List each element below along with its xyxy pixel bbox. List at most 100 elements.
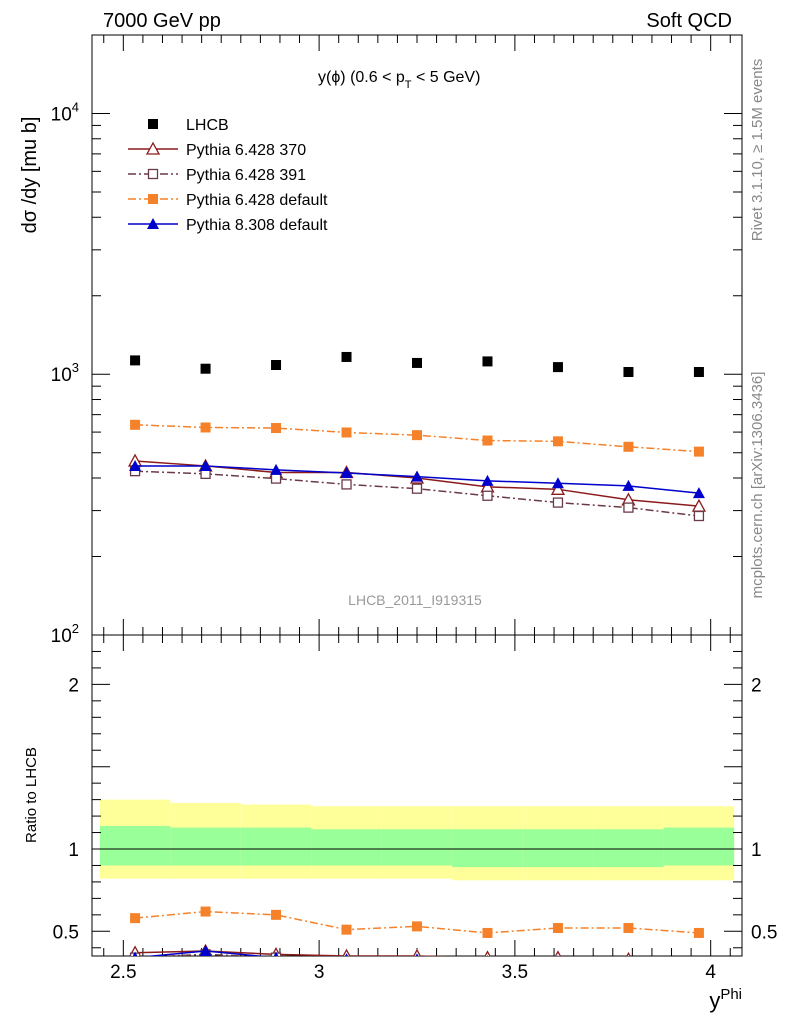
main-data-point-pythia-6-428-default [482,435,493,446]
main-data-point-pythia-6-428-default [693,446,704,457]
ratio-band-inner-bin [522,829,594,868]
legend-item-pythia-6-428-391: Pythia 6.428 391 [128,167,306,184]
legend-item-pythia-8-308-default: Pythia 8.308 default [128,217,328,234]
ratio-data-point-pythia-8-308-default [622,957,634,968]
ratio-plot-border [91,634,743,957]
ratio-series-line-pythia-8-308-default [144,950,267,956]
main-data-point-pythia-8-308-default [270,463,283,475]
ratio-data-point-pythia-6-428-370 [484,950,491,956]
ratio-plot-frame: 2.5 3 3.5 4 0.5 0.5 1 1 2 2 [53,634,777,983]
ratio-series-layer [129,906,705,972]
ratio-band-inner-bin [452,829,523,868]
ratio-data-point-pythia-6-428-370 [412,948,422,956]
ratio-y-tick-label-right: 2 [751,675,762,696]
legend-label: Pythia 8.308 default [186,217,328,234]
main-data-point-pythia-6-428-default [271,423,282,434]
ratio-data-point-pythia-6-428-default [412,921,422,932]
header-right: Soft QCD [646,10,732,32]
ratio-data-point-pythia-6-428-391 [483,958,492,967]
ratio-y-tick-label-left: 2 [68,675,79,696]
ratio-data-point-pythia-8-308-default [199,945,212,956]
legend-item-lhcb: LHCB [148,117,229,134]
analysis-id-label: LHCB_2011_I919315 [348,592,482,608]
ratio-data-point-pythia-6-428-default [271,909,282,920]
main-data-point-lhcb [130,355,141,366]
main-data-point-lhcb [623,367,634,378]
main-data-point-pythia-6-428-391 [623,502,634,513]
ratio-data-point-pythia-6-428-391 [341,955,352,956]
ratio-data-point-pythia-6-428-391 [553,960,562,969]
main-data-point-pythia-6-428-default [412,430,422,441]
ratio-band-inner-bin [99,825,171,866]
ratio-data-point-pythia-6-428-391 [694,963,703,972]
ratio-data-point-pythia-8-308-default [486,954,489,956]
main-data-point-pythia-8-308-default [129,459,142,471]
ratio-data-point-pythia-6-428-default [623,923,634,934]
main-data-point-pythia-6-428-default [623,441,634,452]
main-data-point-pythia-8-308-default [481,474,494,486]
ratio-y-tick-label-left: 1 [68,840,79,861]
ratio-data-point-pythia-6-428-370 [626,951,631,956]
main-y-tick-label: 103 [51,360,79,386]
ratio-data-point-pythia-6-428-370 [554,950,562,956]
plot-title-main: y(ϕ) (0.6 < p [318,69,405,86]
ratio-data-point-pythia-6-428-default [482,927,493,938]
main-data-point-pythia-6-428-default [130,419,141,430]
legend-label: Pythia 6.428 370 [186,142,306,159]
plot-title-tail: < 5 GeV) [412,69,481,86]
ratio-data-point-pythia-6-428-default [130,913,141,924]
main-data-point-lhcb [341,351,352,362]
ratio-band-inner-bin [381,829,453,866]
ratio-data-point-pythia-8-308-default [273,951,279,956]
legend-item-pythia-6-428-370: Pythia 6.428 370 [128,141,306,159]
ratio-series-group [129,906,705,972]
ratio-data-point-pythia-6-428-default [693,927,704,938]
ratio-data-point-pythia-6-428-391 [411,955,423,956]
main-data-point-pythia-8-308-default [692,487,705,499]
main-data-point-lhcb [412,357,422,368]
x-tick-label: 3 [314,962,325,983]
ratio-data-point-pythia-6-428-370 [342,948,351,956]
legend-label: Pythia 6.428 default [186,192,328,209]
ratio-band-inner-bin [311,829,382,866]
ratio-data-point-pythia-6-428-default [200,906,211,917]
main-data-point-lhcb [552,362,563,373]
main-data-point-pythia-6-428-391 [482,490,493,501]
x-tick-label: 2.5 [110,962,136,983]
main-data-point-pythia-6-428-default [200,422,211,433]
main-y-axis-label: dσ /dy [mu b] [19,117,41,234]
ratio-bands-layer [99,799,735,881]
legend-marker [147,218,159,229]
main-series-line-pythia-6-428-391 [135,470,700,517]
main-data-point-pythia-8-308-default [551,477,564,489]
tick-label-exponent: 3 [72,360,79,375]
ratio-y-tick-label-right: 0.5 [751,922,777,943]
main-data-point-pythia-8-308-default [340,467,353,479]
plot-title-subscript: T [405,79,412,91]
ratio-data-point-pythia-6-428-default [341,924,352,935]
main-series-line-pythia-6-428-default [135,424,699,453]
rivet-label: Rivet 3.1.10, ≥ 1.5M events [749,59,766,242]
legend-marker [148,119,158,129]
main-data-point-pythia-6-428-default [552,436,563,447]
main-data-point-pythia-6-428-391 [341,479,352,490]
main-series-group [127,351,707,522]
ratio-band-inner-bin [593,829,664,868]
mcplots-label: mcplots.cern.ch [arXiv:1306.3436] [749,372,766,599]
legend-label: LHCB [186,117,229,134]
tick-label-exponent: 4 [72,99,79,114]
main-y-tick-label: 104 [51,99,79,125]
main-data-point-pythia-8-308-default [199,459,212,471]
main-data-point-pythia-6-428-370 [550,481,566,495]
ratio-data-point-pythia-8-308-default [693,958,705,969]
main-data-point-pythia-6-428-391 [693,510,705,522]
x-tick-label: 3.5 [502,962,528,983]
ratio-data-point-pythia-8-308-default [132,951,138,956]
legend-marker [148,194,158,204]
ratio-data-point-pythia-6-428-default [552,923,563,934]
ratio-series-line-pythia-6-428-370 [135,950,450,956]
main-data-point-lhcb [693,367,704,378]
ratio-band-inner-bin [240,827,312,866]
